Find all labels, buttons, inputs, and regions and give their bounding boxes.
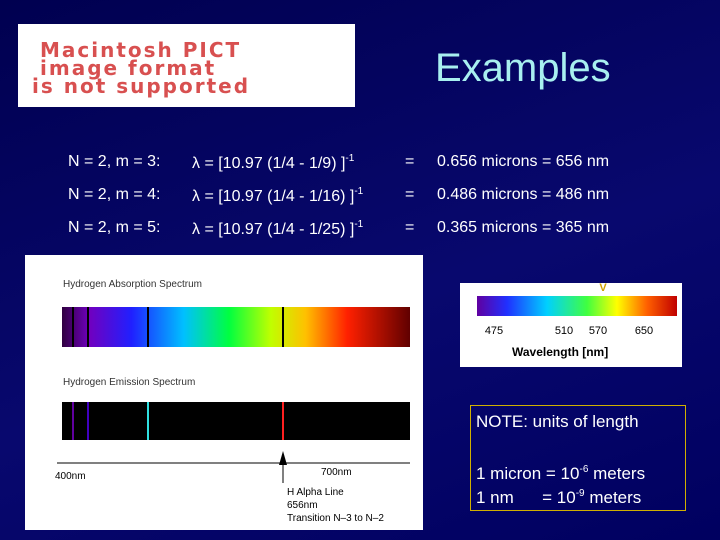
- result: 0.656 microns = 656 nm: [437, 153, 610, 170]
- note-unit: meters: [584, 488, 642, 507]
- pict-placeholder: Macintosh PICT image format is not suppo…: [18, 24, 355, 107]
- note-text: 1 micron = 10: [476, 464, 580, 483]
- note-heading: NOTE: units of length: [476, 412, 639, 431]
- equals: =: [405, 219, 415, 236]
- marker: V: [599, 283, 607, 294]
- result: 0.486 microns = 486 nm: [437, 186, 610, 203]
- figure-label: 700nm: [321, 467, 352, 478]
- tick-labels: 475 510 570 650: [485, 325, 653, 337]
- figure-label: Hydrogen Emission Spectrum: [63, 377, 195, 388]
- figure-label: Transition N–3 to N–2: [287, 513, 384, 524]
- figure-label: 400nm: [55, 471, 86, 482]
- placeholder-text: image format: [40, 56, 217, 80]
- note-exponent: -9: [575, 488, 585, 499]
- formula-exponent: -1: [345, 153, 355, 164]
- tick-label: 475: [485, 325, 503, 337]
- formula-text: λ = [10.97 (1/4 - 1/16) ]: [192, 188, 355, 205]
- equals: =: [405, 153, 415, 170]
- figure-label: H Alpha Line: [287, 487, 344, 498]
- figure-label: 656nm: [287, 500, 318, 511]
- formula-exponent: -1: [354, 186, 364, 197]
- figure-label: Hydrogen Absorption Spectrum: [63, 279, 202, 290]
- condition: N = 2, m = 4:: [68, 186, 161, 203]
- note-line: 1 nm = 10-9 meters: [476, 482, 641, 510]
- placeholder-text: Macintosh PICT: [40, 38, 242, 62]
- note-line: 1 micron = 10-6 meters: [476, 458, 645, 486]
- slide-title: Examples: [435, 46, 611, 90]
- formula-text: λ = [10.97 (1/4 - 1/9) ]: [192, 155, 346, 172]
- formula-exponent: -1: [354, 219, 364, 230]
- equals: =: [405, 186, 415, 203]
- scale-figure: V 475 510 570 650 Wavelength [nm]: [460, 283, 682, 367]
- placeholder-text: is not supported: [32, 74, 251, 98]
- note-text: 1 nm = 10: [476, 488, 576, 507]
- formula: λ = [10.97 (1/4 - 1/9) ]-1: [192, 153, 354, 173]
- result: 0.365 microns = 365 nm: [437, 219, 610, 236]
- formula: λ = [10.97 (1/4 - 1/16) ]-1: [192, 186, 363, 206]
- tick-label: 570: [589, 325, 607, 337]
- tick-label: 650: [635, 325, 653, 337]
- note-box: NOTE: units of length 1 micron = 10-6 me…: [470, 405, 686, 511]
- axis-label: Wavelength [nm]: [512, 345, 608, 359]
- note-exponent: -6: [579, 464, 589, 475]
- tick-label: 510: [555, 325, 573, 337]
- formula-text: λ = [10.97 (1/4 - 1/25) ]: [192, 221, 355, 238]
- formula: λ = [10.97 (1/4 - 1/25) ]-1: [192, 219, 363, 239]
- spectrum-figure: Hydrogen Absorption Spectrum Hydrogen Em…: [25, 255, 423, 530]
- condition: N = 2, m = 3:: [68, 153, 161, 170]
- note-unit: meters: [588, 464, 646, 483]
- condition: N = 2, m = 5:: [68, 219, 161, 236]
